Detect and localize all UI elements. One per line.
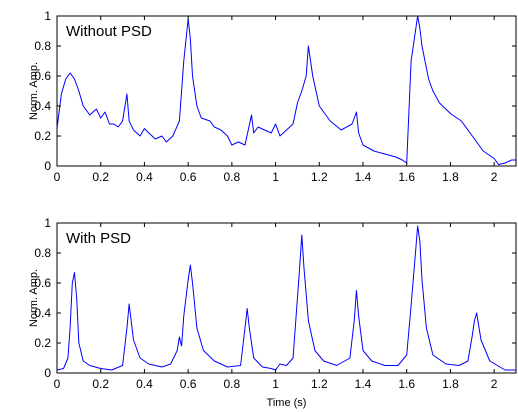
x-tick-label: 2 xyxy=(491,170,498,184)
y-tick-label: 0.4 xyxy=(34,99,51,113)
y-tick-label: 0.2 xyxy=(34,336,51,350)
x-tick-label: 0.2 xyxy=(92,377,109,391)
y-axis-label: Norm. Amp. xyxy=(28,269,40,327)
y-tick-label: 0.2 xyxy=(34,129,51,143)
x-tick-label: 1.2 xyxy=(311,377,328,391)
y-tick-label: 0.4 xyxy=(34,306,51,320)
x-tick-label: 0.6 xyxy=(180,170,197,184)
x-tick-label: 0.4 xyxy=(136,377,153,391)
y-tick-label: 1 xyxy=(44,216,51,230)
axes-box-with-psd xyxy=(56,222,517,374)
x-tick-label: 0 xyxy=(54,170,61,184)
x-tick-label: 1.4 xyxy=(355,377,372,391)
x-tick-label: 1.8 xyxy=(442,377,459,391)
x-tick-label: 2 xyxy=(491,377,498,391)
y-tick-label: 0.8 xyxy=(34,246,51,260)
y-tick-label: 0.6 xyxy=(34,276,51,290)
x-tick-label: 1.4 xyxy=(355,170,372,184)
x-axis-label: Time (s) xyxy=(267,397,307,409)
series-line-with-psd xyxy=(56,225,516,371)
y-tick-label: 1 xyxy=(44,9,51,23)
panel-annotation-with-psd: With PSD xyxy=(66,230,131,247)
x-tick-label: 0.8 xyxy=(224,377,241,391)
axes-box-without-psd xyxy=(56,15,517,167)
x-tick-label: 1.6 xyxy=(398,170,415,184)
y-tick-label: 0.8 xyxy=(34,39,51,53)
panel-without-psd: 0 0.2 0.4 0.6 0.8 1 1.2 1.4 1.6 1.8 2 0 0.2 0.4 0.6 0.8… xyxy=(28,9,517,184)
y-tick-label: 0.6 xyxy=(34,69,51,83)
x-tick-label: 0.6 xyxy=(180,377,197,391)
series-line-without-psd xyxy=(56,15,516,165)
x-tick-label: 1.2 xyxy=(311,170,328,184)
x-tick-label: 0.2 xyxy=(92,170,109,184)
panel-annotation-without-psd: Without PSD xyxy=(66,23,152,40)
x-tick-label: 1 xyxy=(272,170,279,184)
x-tick-label: 0 xyxy=(54,377,61,391)
x-tick-label: 1.6 xyxy=(398,377,415,391)
x-tick-label: 1.8 xyxy=(442,170,459,184)
panel-with-psd: 0 0.2 0.4 0.6 0.8 1 1.2 1.4 1.6 1.8 2 0 0.2 0.4 0.6 0.8… xyxy=(28,216,517,409)
x-tick-label: 0.4 xyxy=(136,170,153,184)
y-tick-label: 0 xyxy=(44,159,51,173)
x-tick-label: 0.8 xyxy=(224,170,241,184)
x-tick-label: 1 xyxy=(272,377,279,391)
y-axis-label: Norm. Amp. xyxy=(28,62,40,120)
y-tick-label: 0 xyxy=(44,366,51,380)
